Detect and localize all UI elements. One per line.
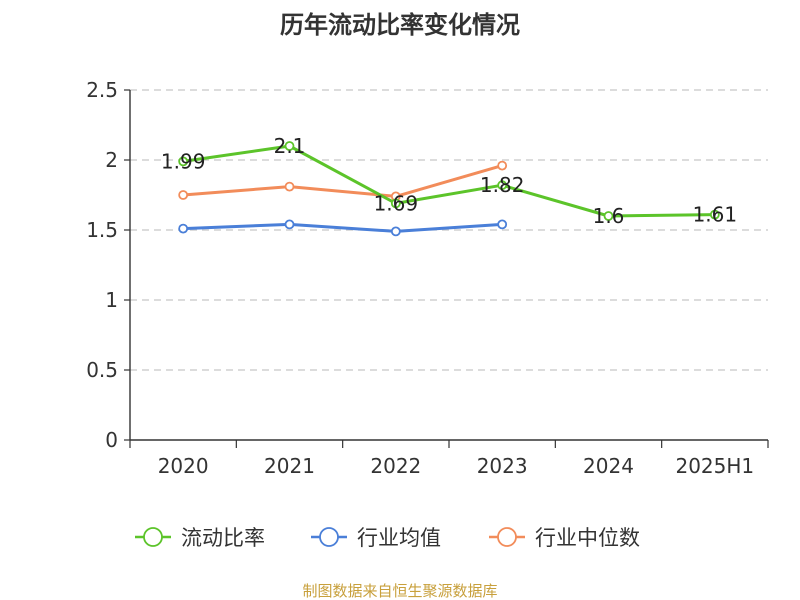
legend-marker — [143, 527, 163, 547]
x-tick-label: 2023 — [477, 454, 528, 478]
legend-label: 行业均值 — [357, 526, 441, 550]
series-1 — [178, 141, 720, 221]
data-point — [284, 141, 295, 151]
series-2 — [178, 219, 508, 237]
legend-label: 流动比率 — [181, 526, 265, 550]
data-point — [497, 160, 508, 171]
data-point — [178, 223, 189, 234]
data-point — [284, 181, 295, 192]
x-tick-label: 2025H1 — [675, 454, 754, 478]
data-point — [178, 156, 189, 167]
legend-label: 行业中位数 — [535, 526, 640, 550]
axes: 0 0.5 1 1.5 2 2.5 2020 2021 2022 2023 2024 2025H1 — [86, 78, 769, 478]
data-point — [709, 209, 720, 220]
data-point — [284, 219, 295, 230]
chart-title: 历年流动比率变化情况 — [280, 11, 520, 39]
series-3 — [178, 160, 508, 202]
series-line — [181, 222, 504, 233]
data-point — [603, 211, 614, 221]
data-label: 1.61 — [693, 203, 738, 227]
x-tick-label: 2020 — [158, 454, 209, 478]
series-layer — [178, 141, 720, 237]
series-line — [181, 164, 504, 198]
x-tick-label: 2024 — [583, 454, 634, 478]
y-tick-label: 0.5 — [86, 358, 118, 382]
y-tick-label: 2.5 — [86, 78, 118, 102]
legend-marker — [319, 527, 339, 547]
data-point — [390, 198, 401, 209]
x-tick-label: 2021 — [264, 454, 315, 478]
data-point — [390, 226, 401, 237]
legend-marker — [497, 527, 517, 547]
legend: 流动比率 行业均值 行业中位数 — [135, 526, 640, 550]
grid — [130, 89, 768, 371]
x-tick-label: 2022 — [370, 454, 421, 478]
data-label: 1.82 — [480, 173, 525, 197]
legend-item: 行业中位数 — [489, 526, 640, 550]
data-label: 1.99 — [161, 149, 206, 173]
y-tick-label: 0 — [105, 428, 118, 452]
data-label: 1.69 — [374, 191, 419, 215]
series-line — [181, 144, 717, 218]
data-point — [497, 219, 508, 230]
y-tick-label: 1.5 — [86, 218, 118, 242]
data-point — [178, 190, 189, 200]
data-point — [497, 180, 508, 191]
data-labels: 1.99 2.1 1.69 1.82 1.6 1.61 — [161, 134, 737, 228]
data-label: 1.6 — [593, 204, 625, 228]
data-label: 2.1 — [274, 134, 306, 158]
legend-item: 行业均值 — [311, 526, 441, 550]
y-tick-label: 2 — [105, 148, 118, 172]
source-note: 制图数据来自恒生聚源数据库 — [302, 582, 497, 600]
legend-item: 流动比率 — [135, 526, 265, 550]
y-tick-label: 1 — [105, 288, 118, 312]
